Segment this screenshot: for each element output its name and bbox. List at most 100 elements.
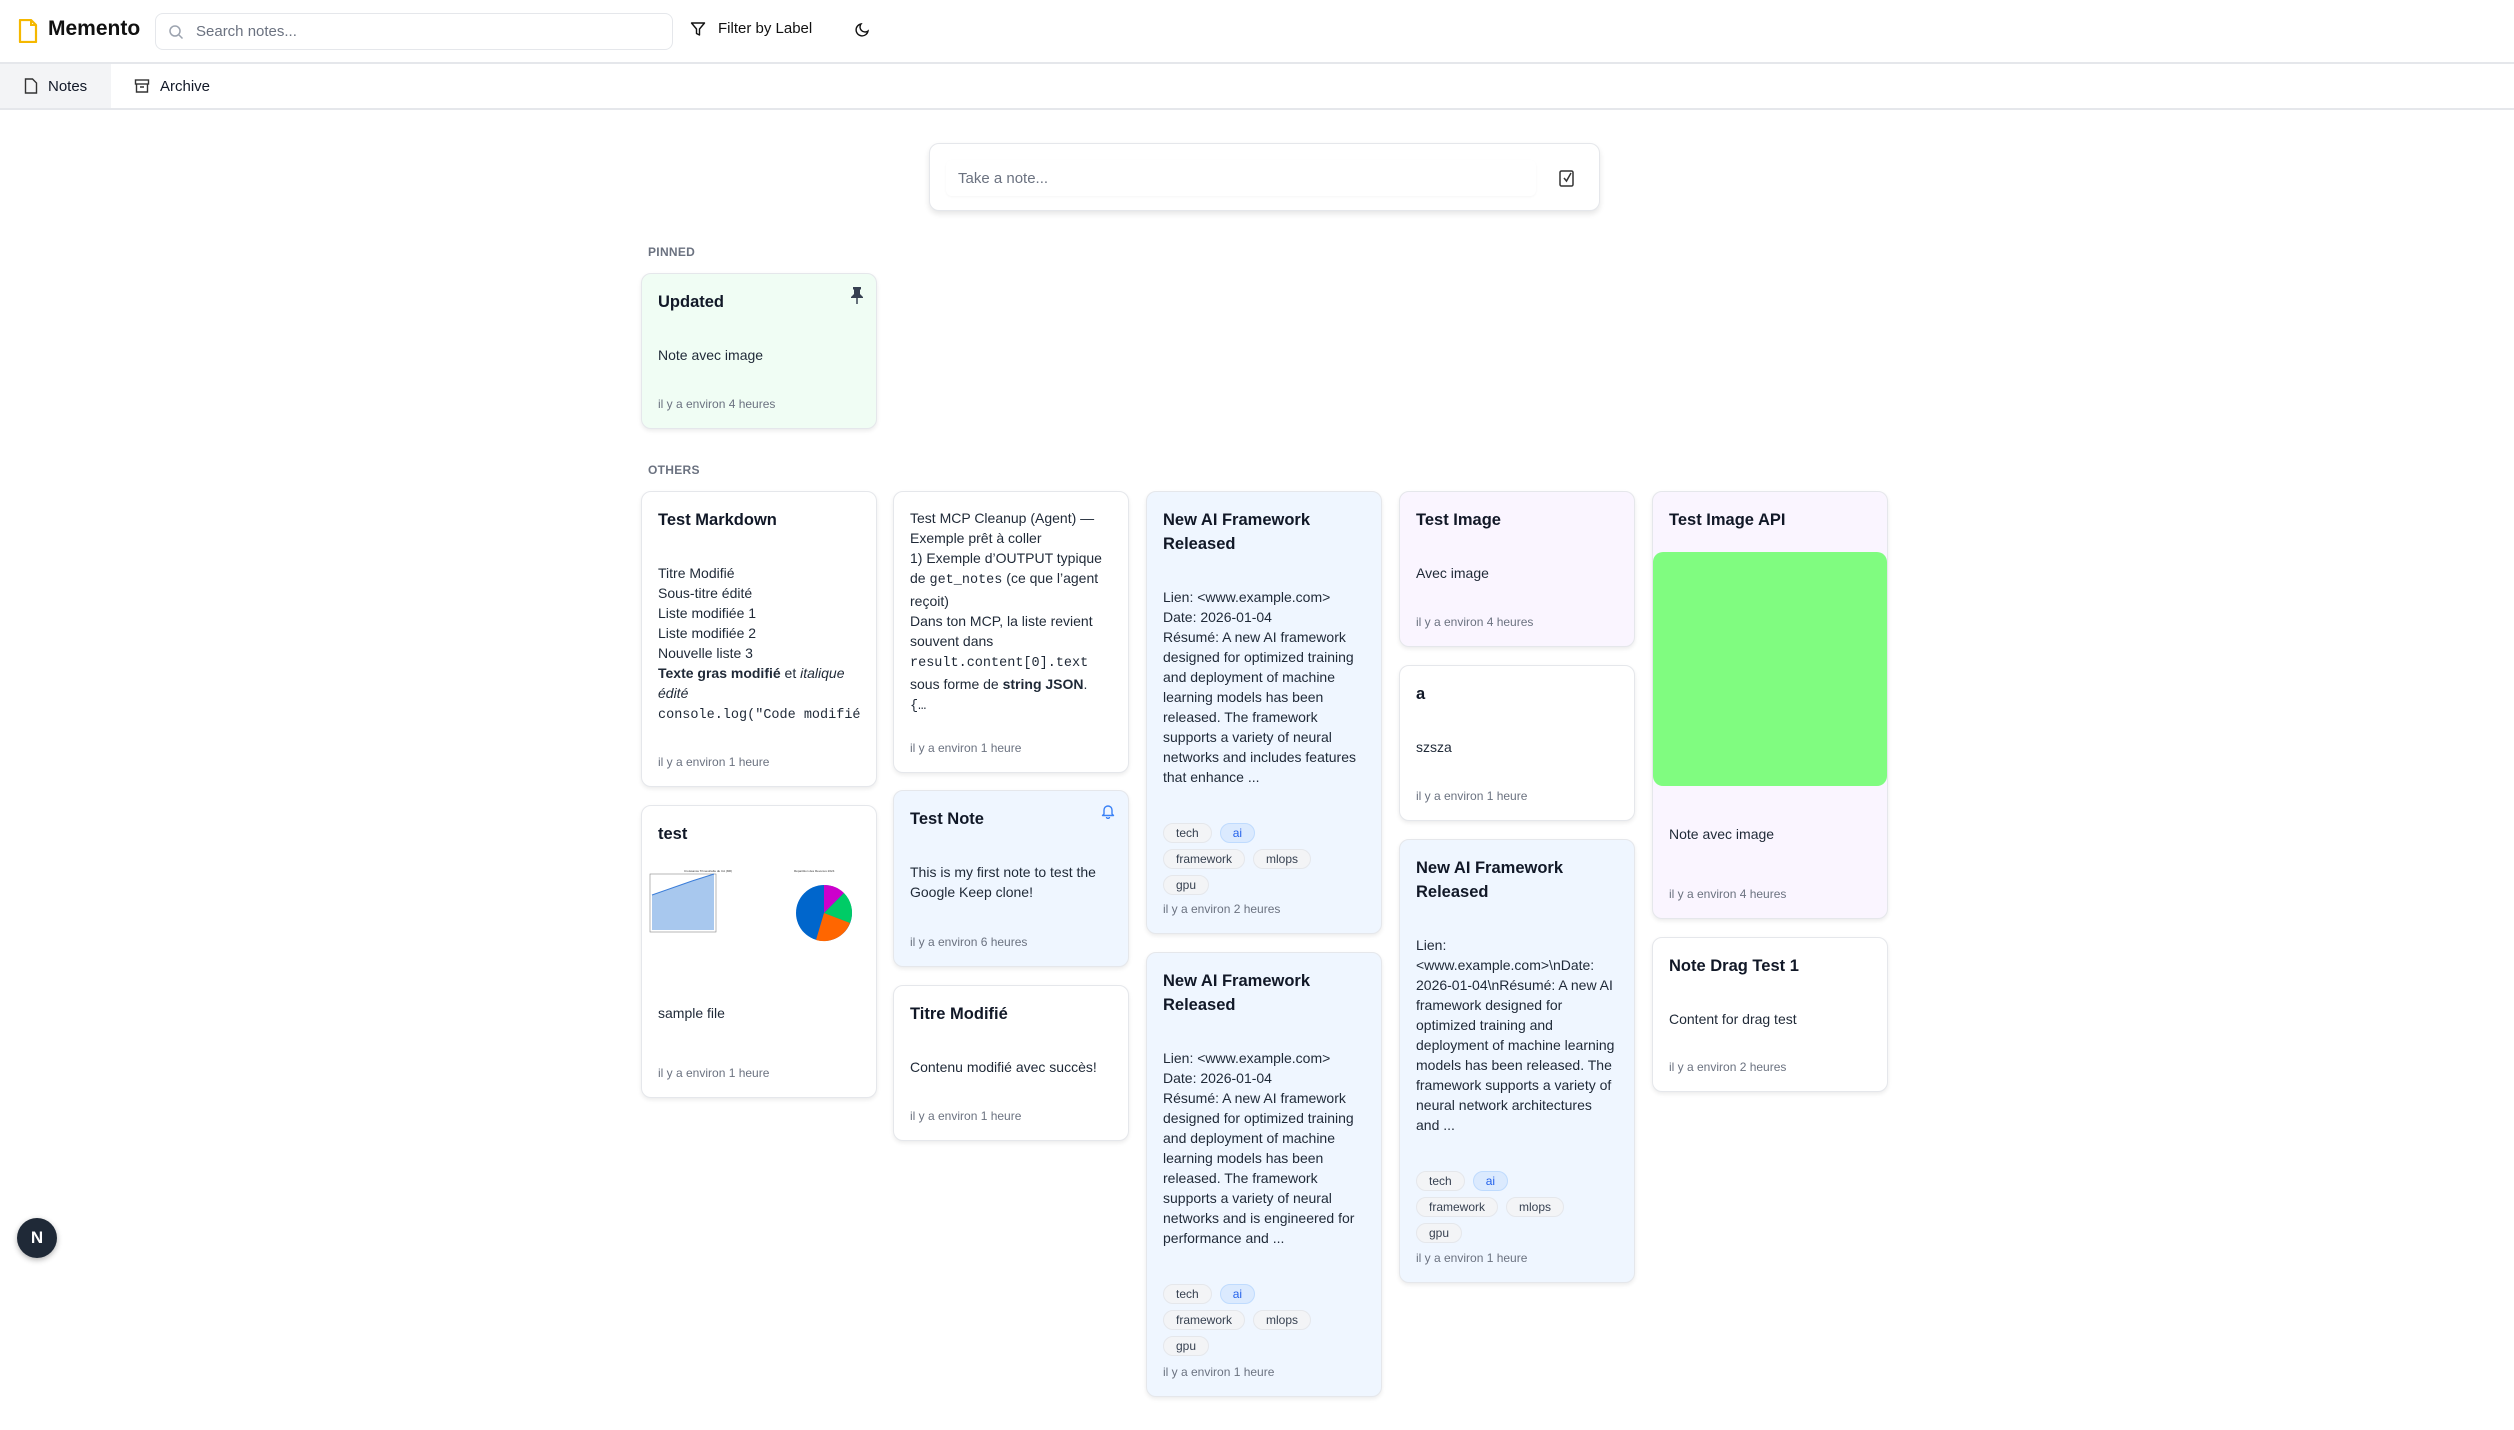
note-card[interactable]: New AI Framework Released Lien: <www.exam… [1146,952,1382,1397]
body-text: Titre Modifié [658,565,735,581]
note-body: Note avec image [1669,824,1871,844]
pin-icon[interactable] [850,286,864,309]
note-body: Lien: <www.example.com>\nDate: 2026-01-0… [1416,935,1618,1135]
label-tag[interactable]: gpu [1163,875,1210,895]
filter-by-label-button[interactable]: Filter by Label [690,20,812,37]
note-card[interactable]: Test Image API Note avec image il y a envi… [1652,491,1888,919]
search-box[interactable] [155,13,673,50]
note-timestamp: il y a environ 4 heures [1416,615,1534,629]
note-card[interactable]: Titre Modifié Contenu modifié avec succès… [893,985,1129,1141]
label-tag[interactable]: gpu [1163,1336,1210,1356]
note-image [1653,552,1887,786]
note-card[interactable]: a szsza il y a environ 1 heure [1399,665,1635,821]
note-card[interactable]: Test MCP Cleanup (Agent) — Exemple prêt … [893,491,1129,773]
label-tag[interactable]: ai [1219,1284,1256,1304]
body-text: . [1083,676,1088,692]
label-tag[interactable]: ai [1219,823,1256,843]
body-text: Texte gras modifié [658,665,781,681]
top-header: Memento Filter by Label [0,0,2514,64]
checklist-icon[interactable] [1558,168,1576,188]
note-title: Updated [658,293,724,311]
note-timestamp: il y a environ 1 heure [910,741,1022,755]
note-body: sample file [658,1003,860,1023]
tag-list: tech ai framework mlops gpu [1416,1171,1596,1243]
body-text: Note avec image [1669,826,1775,842]
note-card[interactable]: Test Image Avec image il y a environ 4 heu… [1399,491,1635,647]
note-timestamp: il y a environ 2 heures [1163,902,1281,916]
note-card[interactable]: Note Drag Test 1 Content for drag test il … [1652,937,1888,1092]
bell-icon[interactable] [1100,803,1116,824]
body-text: Date: 2026-01-04 [1163,1070,1272,1086]
search-icon [169,25,184,40]
label-tag[interactable]: mlops [1253,1310,1312,1330]
body-text: Lien: <www.example.com>\nDate: 2026-01-0… [1416,937,1615,1133]
label-tag[interactable]: mlops [1253,849,1312,869]
label-tag[interactable]: gpu [1416,1223,1463,1243]
note-body: Note avec image [658,345,860,365]
note-card[interactable]: Test Markdown Titre Modifié Sous-titre édi… [641,491,877,787]
body-text: Test MCP Cleanup (Agent) — Exemple prêt … [910,510,1095,546]
pinned-section-label: PINNED [648,245,696,259]
label-tag[interactable]: tech [1163,823,1212,843]
label-tag[interactable]: tech [1416,1171,1465,1191]
file-icon [24,78,38,94]
take-note-input[interactable] [946,160,1536,196]
tab-bar: Notes Archive [0,64,2514,110]
body-text: {… [910,699,927,714]
filter-label: Filter by Label [718,20,813,37]
note-timestamp: il y a environ 4 heures [1669,887,1787,901]
tab-notes[interactable]: Notes [0,64,112,108]
body-text: Résumé: A new AI framework designed for … [1163,1090,1355,1246]
note-title: test [658,825,688,843]
note-card[interactable]: Test Note This is my first note to test t… [893,790,1129,967]
moon-icon[interactable] [852,22,870,40]
search-input[interactable] [196,14,656,48]
label-tag[interactable]: tech [1163,1284,1212,1304]
body-text: console.log("Code modifié avec succès") [658,708,860,723]
note-title: Test Note [910,810,984,828]
floating-n-button[interactable]: N [17,1218,57,1258]
tag-list: tech ai framework mlops gpu [1163,1284,1343,1356]
note-title: Test Markdown [658,511,777,529]
label-tag[interactable]: ai [1472,1171,1509,1191]
note-timestamp: il y a environ 2 heures [1669,1060,1787,1074]
body-text: result.content[0].text [910,656,1089,671]
body-text: Lien: <www.example.com> [1163,589,1331,605]
body-text: Résumé: A new AI framework designed for … [1163,629,1356,785]
body-text: Liste modifiée 2 [658,625,757,641]
note-body: This is my first note to test the Google… [910,862,1112,902]
note-body: Titre Modifié Sous-titre édité Liste modif… [658,563,860,726]
tab-label: Archive [160,77,211,95]
svg-text:Répartition des Revenus 2024: Répartition des Revenus 2024 [794,869,835,873]
body-text: Content for drag test [1669,1011,1797,1027]
note-body: Content for drag test [1669,1009,1871,1029]
note-card[interactable]: Updated Note avec image il y a environ 4 h… [641,273,877,429]
note-timestamp: il y a environ 1 heure [658,755,770,769]
note-card[interactable]: test Croissance Trimestrielle du CA (M€) R… [641,805,877,1098]
chart-image: Croissance Trimestrielle du CA (M€) Répar… [644,868,874,963]
archive-icon [134,79,150,93]
body-text: sous forme de [910,676,1003,692]
svg-text:Croissance Trimestrielle du CA: Croissance Trimestrielle du CA (M€) [684,869,732,873]
note-body: Lien: <www.example.com> Date: 2026-01-04 R… [1163,1048,1365,1248]
label-tag[interactable]: mlops [1506,1197,1565,1217]
label-tag[interactable]: framework [1163,1310,1246,1330]
note-title: Test Image [1416,511,1501,529]
note-timestamp: il y a environ 6 heures [910,935,1028,949]
label-tag[interactable]: framework [1416,1197,1499,1217]
note-timestamp: il y a environ 1 heure [1163,1365,1275,1379]
note-card[interactable]: New AI Framework Released Lien: <www.exam… [1399,839,1635,1283]
body-text: Liste modifiée 1 [658,605,757,621]
note-title: Test Image API [1669,511,1786,529]
note-body: Test MCP Cleanup (Agent) — Exemple prêt … [910,508,1112,717]
body-text: szsza [1416,739,1452,755]
body-text: Date: 2026-01-04 [1163,609,1272,625]
tab-archive[interactable]: Archive [110,64,234,108]
note-composer [929,143,1600,211]
label-tag[interactable]: framework [1163,849,1246,869]
note-logo-icon [18,19,38,43]
note-card[interactable]: New AI Framework Released Lien: <www.exam… [1146,491,1382,934]
body-text: Contenu modifié avec succès! [910,1059,1097,1075]
note-timestamp: il y a environ 1 heure [1416,1251,1528,1265]
note-body: szsza [1416,737,1618,757]
